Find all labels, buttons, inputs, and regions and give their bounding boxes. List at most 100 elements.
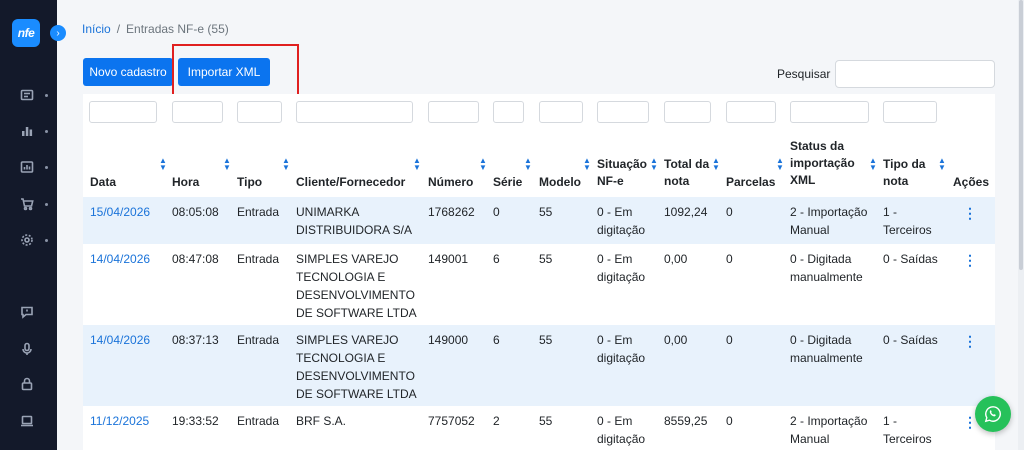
sort-icon[interactable]: ▲ ▼ xyxy=(650,156,658,172)
import-xml-button[interactable]: Importar XML xyxy=(178,58,270,86)
column-header-modelo[interactable]: Modelo xyxy=(539,175,581,189)
filter-status-input[interactable] xyxy=(790,101,869,123)
filter-situacao-input[interactable] xyxy=(597,101,649,123)
column-header-parcelas[interactable]: Parcelas xyxy=(726,175,776,189)
table-row[interactable]: 14/04/2026 08:47:08 Entrada SIMPLES VAREJO T… xyxy=(83,244,995,325)
sort-icon[interactable]: ▲ ▼ xyxy=(583,156,591,172)
cell-line: 0 - Saídas xyxy=(883,333,938,347)
cell-serie: 6 xyxy=(493,333,500,347)
sort-icon[interactable]: ▲ ▼ xyxy=(524,156,532,172)
column-header-cliente[interactable]: Cliente/Fornecedor xyxy=(296,175,406,189)
table-row[interactable]: 14/04/2026 08:37:13 Entrada SIMPLES VAREJO T… xyxy=(83,325,995,406)
cell-line: DISTRIBUIDORA S/A xyxy=(296,223,413,237)
filter-total-input[interactable] xyxy=(664,101,711,123)
gear-icon xyxy=(20,233,34,247)
column-header-serie[interactable]: Série xyxy=(493,175,523,189)
sort-icon[interactable]: ▲ ▼ xyxy=(479,156,487,172)
sort-icon[interactable]: ▲ ▼ xyxy=(938,156,946,172)
cell-line: Manual xyxy=(790,223,830,237)
sidebar-item-chart[interactable] xyxy=(0,121,57,141)
filter-parcelas-input[interactable] xyxy=(726,101,776,123)
column-header-status[interactable]: Status da importação XML xyxy=(790,138,855,189)
cell-line: SIMPLES VAREJO xyxy=(296,333,399,347)
cell-line: TECNOLOGIA E xyxy=(296,351,386,365)
cell-data[interactable]: 11/12/2025 xyxy=(90,414,150,428)
sort-icon[interactable]: ▲ ▼ xyxy=(282,156,290,172)
cell-line: manualmente xyxy=(790,270,863,284)
table-row[interactable]: 15/04/2026 08:05:08 Entrada UNIMARKA DISTRIB… xyxy=(83,197,995,244)
filter-data-input[interactable] xyxy=(89,101,157,123)
scrollbar[interactable] xyxy=(1018,0,1024,450)
cell-numero: 149000 xyxy=(428,333,469,347)
app-logo[interactable]: nfe xyxy=(12,19,40,47)
sidebar-item-cart[interactable] xyxy=(0,194,57,214)
filter-serie-input[interactable] xyxy=(493,101,524,123)
sidebar-item-settings[interactable] xyxy=(0,230,57,250)
row-actions-kebab-icon[interactable]: ⋮ xyxy=(963,333,977,349)
filter-tipo-input[interactable] xyxy=(237,101,282,123)
column-header-data[interactable]: Data xyxy=(90,175,117,189)
filter-modelo-input[interactable] xyxy=(539,101,583,123)
cell-data[interactable]: 14/04/2026 xyxy=(90,333,151,347)
row-actions-kebab-icon[interactable]: ⋮ xyxy=(963,414,977,430)
column-header-tipo-nota[interactable]: Tipo da nota xyxy=(883,156,925,190)
cell-hora: 08:05:08 xyxy=(172,205,219,219)
sort-icon[interactable]: ▲ ▼ xyxy=(223,156,231,172)
chat-icon xyxy=(20,305,34,319)
cell-line: 0 - Em xyxy=(597,205,633,219)
cell-modelo: 55 xyxy=(539,333,553,347)
sidebar-item-lock[interactable] xyxy=(0,374,57,394)
filter-tiponota-input[interactable] xyxy=(883,101,937,123)
search-input[interactable] xyxy=(835,60,995,88)
cell-line: digitação xyxy=(597,432,646,446)
breadcrumb-home-link[interactable]: Início xyxy=(82,22,111,36)
whatsapp-icon xyxy=(984,406,1001,423)
table-row[interactable]: 11/12/2025 19:33:52 Entrada BRF S.A. 7757052… xyxy=(83,406,995,450)
cell-situacao: 0 - Em digitação xyxy=(597,250,645,286)
sidebar-item-microphone[interactable] xyxy=(0,339,57,359)
breadcrumb-current: Entradas NF-e (55) xyxy=(126,22,229,36)
new-record-button[interactable]: Novo cadastro xyxy=(83,58,173,86)
scrollbar-thumb[interactable] xyxy=(1019,0,1023,270)
sidebar-dot xyxy=(45,93,48,97)
whatsapp-chat-button[interactable] xyxy=(975,396,1011,432)
sort-icon[interactable]: ▲ ▼ xyxy=(712,156,720,172)
sidebar-item-laptop[interactable] xyxy=(0,411,57,431)
cell-tipo: Entrada xyxy=(237,414,280,428)
column-header-total[interactable]: Total da nota xyxy=(664,156,709,190)
cell-status: 2 - Importação Manual xyxy=(790,203,867,239)
sidebar-item-chat[interactable] xyxy=(0,302,57,322)
row-actions-kebab-icon[interactable]: ⋮ xyxy=(963,205,977,221)
filter-numero-input[interactable] xyxy=(428,101,479,123)
cell-data[interactable]: 15/04/2026 xyxy=(90,205,151,219)
column-header-tipo[interactable]: Tipo xyxy=(237,175,263,189)
column-header-hora[interactable]: Hora xyxy=(172,175,200,189)
column-header-numero[interactable]: Número xyxy=(428,175,474,189)
sidebar-item-dashboard[interactable] xyxy=(0,85,57,105)
sort-icon[interactable]: ▲ ▼ xyxy=(776,156,784,172)
sidebar-toggle-button[interactable]: › xyxy=(50,25,66,41)
cell-numero: 7757052 xyxy=(428,414,475,428)
cell-tipo-nota: 0 - Saídas xyxy=(883,331,938,349)
cell-parcelas: 0 xyxy=(726,252,733,266)
cell-line: 0 - Digitada xyxy=(790,252,852,266)
filter-cliente-input[interactable] xyxy=(296,101,413,123)
sidebar-item-report[interactable] xyxy=(0,157,57,177)
column-header-situacao[interactable]: Situação NF-e xyxy=(597,156,647,190)
cell-line: DESENVOLVIMENTO xyxy=(296,369,415,383)
cell-data[interactable]: 14/04/2026 xyxy=(90,252,151,266)
sort-icon[interactable]: ▲ ▼ xyxy=(159,156,167,172)
sidebar: nfe xyxy=(0,0,57,450)
cell-line: 1 - xyxy=(883,205,898,219)
header-line: Status da xyxy=(790,139,845,153)
sort-icon[interactable]: ▲ ▼ xyxy=(869,156,877,172)
sort-icon[interactable]: ▲ ▼ xyxy=(413,156,421,172)
cell-serie: 0 xyxy=(493,205,500,219)
cell-line: Terceiros xyxy=(883,432,932,446)
row-actions-kebab-icon[interactable]: ⋮ xyxy=(963,252,977,268)
cell-line: DE SOFTWARE LTDA xyxy=(296,306,417,320)
header-line: XML xyxy=(790,173,816,187)
cell-status: 0 - Digitada manualmente xyxy=(790,250,863,286)
sidebar-dot xyxy=(45,238,48,242)
filter-hora-input[interactable] xyxy=(172,101,223,123)
